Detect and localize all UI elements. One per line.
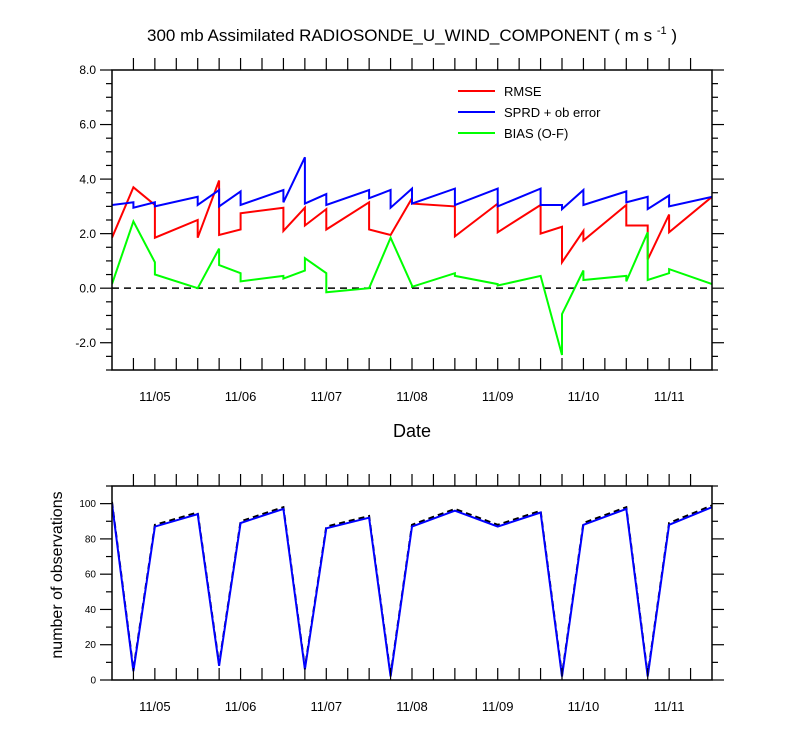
rmse-sprd-bias-panel: -2.0 0.0 2.0 4.0 6.0 8.0 11/05 11/06 11/07 11/08 1… bbox=[75, 58, 724, 441]
observation-count-panel: 0 20 40 60 80 100 11/05 11/06 11/07 11/08 11/09 11/… bbox=[49, 474, 724, 714]
legend-label: BIAS (O-F) bbox=[504, 126, 568, 141]
series-line-bias-o-f bbox=[112, 218, 712, 356]
x-tick-label: 11/08 bbox=[396, 389, 428, 404]
chart-title: 300 mb Assimilated RADIOSONDE_U_WIND_COM… bbox=[147, 19, 677, 45]
x-tick-label: 11/10 bbox=[568, 699, 600, 714]
obs-count-solid-line bbox=[112, 503, 712, 677]
x-tick-label: 11/05 bbox=[139, 389, 171, 404]
y-axis-title: number of observations bbox=[49, 491, 66, 658]
x-tick-label: 11/07 bbox=[310, 699, 342, 714]
x-tick-label: 11/09 bbox=[482, 389, 514, 404]
y-tick-label: 40 bbox=[85, 605, 97, 616]
chart-title-superscript: -1 bbox=[657, 25, 667, 37]
x-tick-label: 11/06 bbox=[225, 699, 257, 714]
x-axis-title: Date bbox=[393, 421, 431, 441]
x-tick-label: 11/11 bbox=[654, 699, 685, 714]
y-tick-label: 80 bbox=[85, 534, 97, 545]
y-tick-label: 100 bbox=[79, 499, 96, 510]
y-tick-label: -2.0 bbox=[75, 336, 96, 350]
x-tick-label: 11/10 bbox=[568, 389, 600, 404]
series-line-sprd-ob-error bbox=[112, 156, 712, 212]
y-tick-label: 6.0 bbox=[79, 118, 96, 132]
y-tick-label: 8.0 bbox=[79, 63, 96, 77]
legend: RMSE SPRD + ob error BIAS (O-F) bbox=[458, 84, 601, 141]
x-tick-label: 11/08 bbox=[396, 699, 428, 714]
y-tick-label: 0 bbox=[90, 676, 96, 687]
plot-frame bbox=[111, 485, 713, 681]
series-lines bbox=[112, 501, 712, 677]
series-lines bbox=[112, 156, 712, 356]
x-tick-label: 11/07 bbox=[310, 389, 342, 404]
x-tick-label: 11/06 bbox=[225, 389, 257, 404]
x-tick-label: 11/09 bbox=[482, 699, 514, 714]
y-tick-label: 2.0 bbox=[79, 227, 96, 241]
legend-label: SPRD + ob error bbox=[504, 105, 601, 120]
y-tick-label: 0.0 bbox=[79, 281, 96, 295]
y-tick-label: 4.0 bbox=[79, 172, 96, 186]
x-tick-label: 11/11 bbox=[654, 389, 685, 404]
plot-frame bbox=[111, 69, 713, 371]
legend-label: RMSE bbox=[504, 84, 542, 99]
x-tick-label: 11/05 bbox=[139, 699, 171, 714]
y-tick-label: 20 bbox=[85, 640, 97, 651]
y-tick-label: 60 bbox=[85, 570, 97, 581]
chart-title-close: ) bbox=[671, 26, 677, 45]
chart-title-main: 300 mb Assimilated RADIOSONDE_U_WIND_COM… bbox=[147, 26, 652, 45]
